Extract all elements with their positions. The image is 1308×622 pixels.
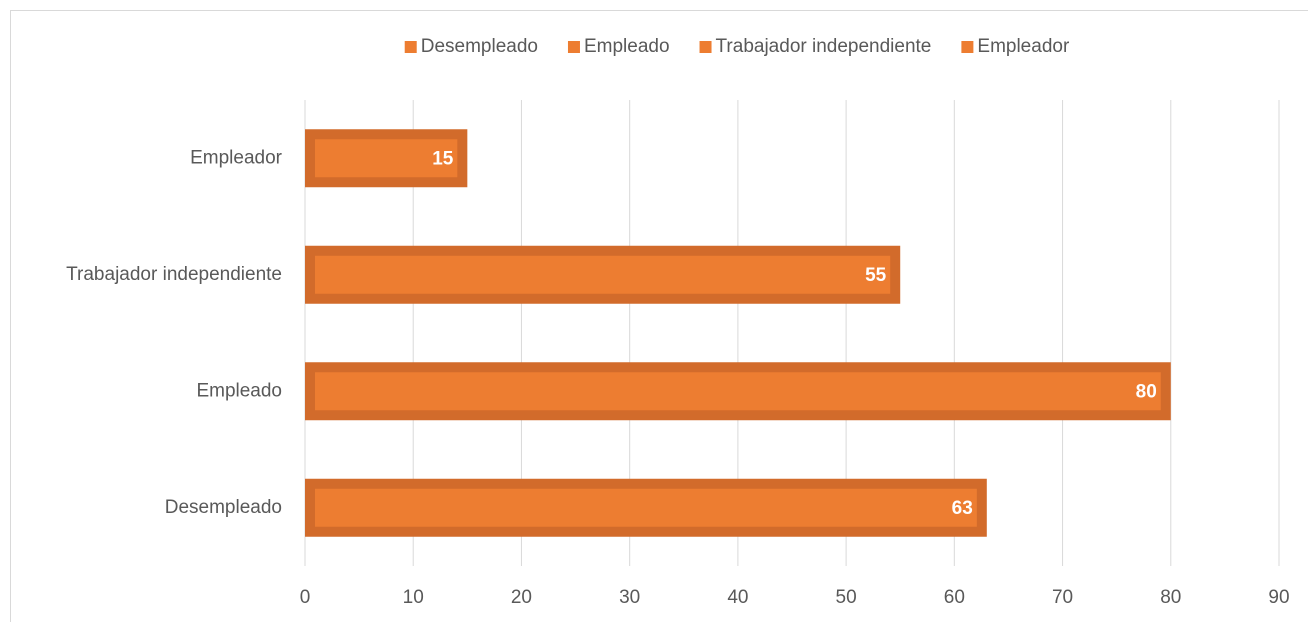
bar <box>305 478 987 537</box>
y-tick-label: Desempleado <box>165 497 282 518</box>
x-tick-label: 50 <box>836 587 857 608</box>
legend-swatch <box>961 41 974 53</box>
legend-label: Empleador <box>977 36 1070 57</box>
y-tick-label: Empleador <box>190 147 283 168</box>
x-tick-label: 60 <box>944 587 965 608</box>
data-label: 63 <box>952 498 973 519</box>
bar <box>305 362 1171 421</box>
x-tick-label: 10 <box>403 587 424 608</box>
data-label: 80 <box>1136 381 1157 402</box>
data-label: 55 <box>865 265 887 286</box>
x-tick-label: 30 <box>619 587 640 608</box>
x-tick-label: 80 <box>1160 587 1181 608</box>
x-tick-label: 90 <box>1268 587 1289 608</box>
y-tick-label: Trabajador independiente <box>66 264 282 285</box>
legend-label: Empleado <box>584 36 670 57</box>
bar <box>305 129 468 188</box>
x-tick-label: 20 <box>511 587 532 608</box>
x-tick-label: 0 <box>300 587 311 608</box>
legend-swatch <box>567 41 580 53</box>
chart-frame <box>10 10 1308 622</box>
bar <box>305 245 901 304</box>
legend-swatch <box>699 41 712 53</box>
data-label: 15 <box>432 148 454 169</box>
legend-label: Trabajador independiente <box>716 36 932 57</box>
x-tick-label: 70 <box>1052 587 1073 608</box>
legend-label: Desempleado <box>421 36 538 57</box>
legend-swatch <box>404 41 417 53</box>
y-tick-label: Empleado <box>196 380 282 401</box>
x-tick-label: 40 <box>727 587 748 608</box>
